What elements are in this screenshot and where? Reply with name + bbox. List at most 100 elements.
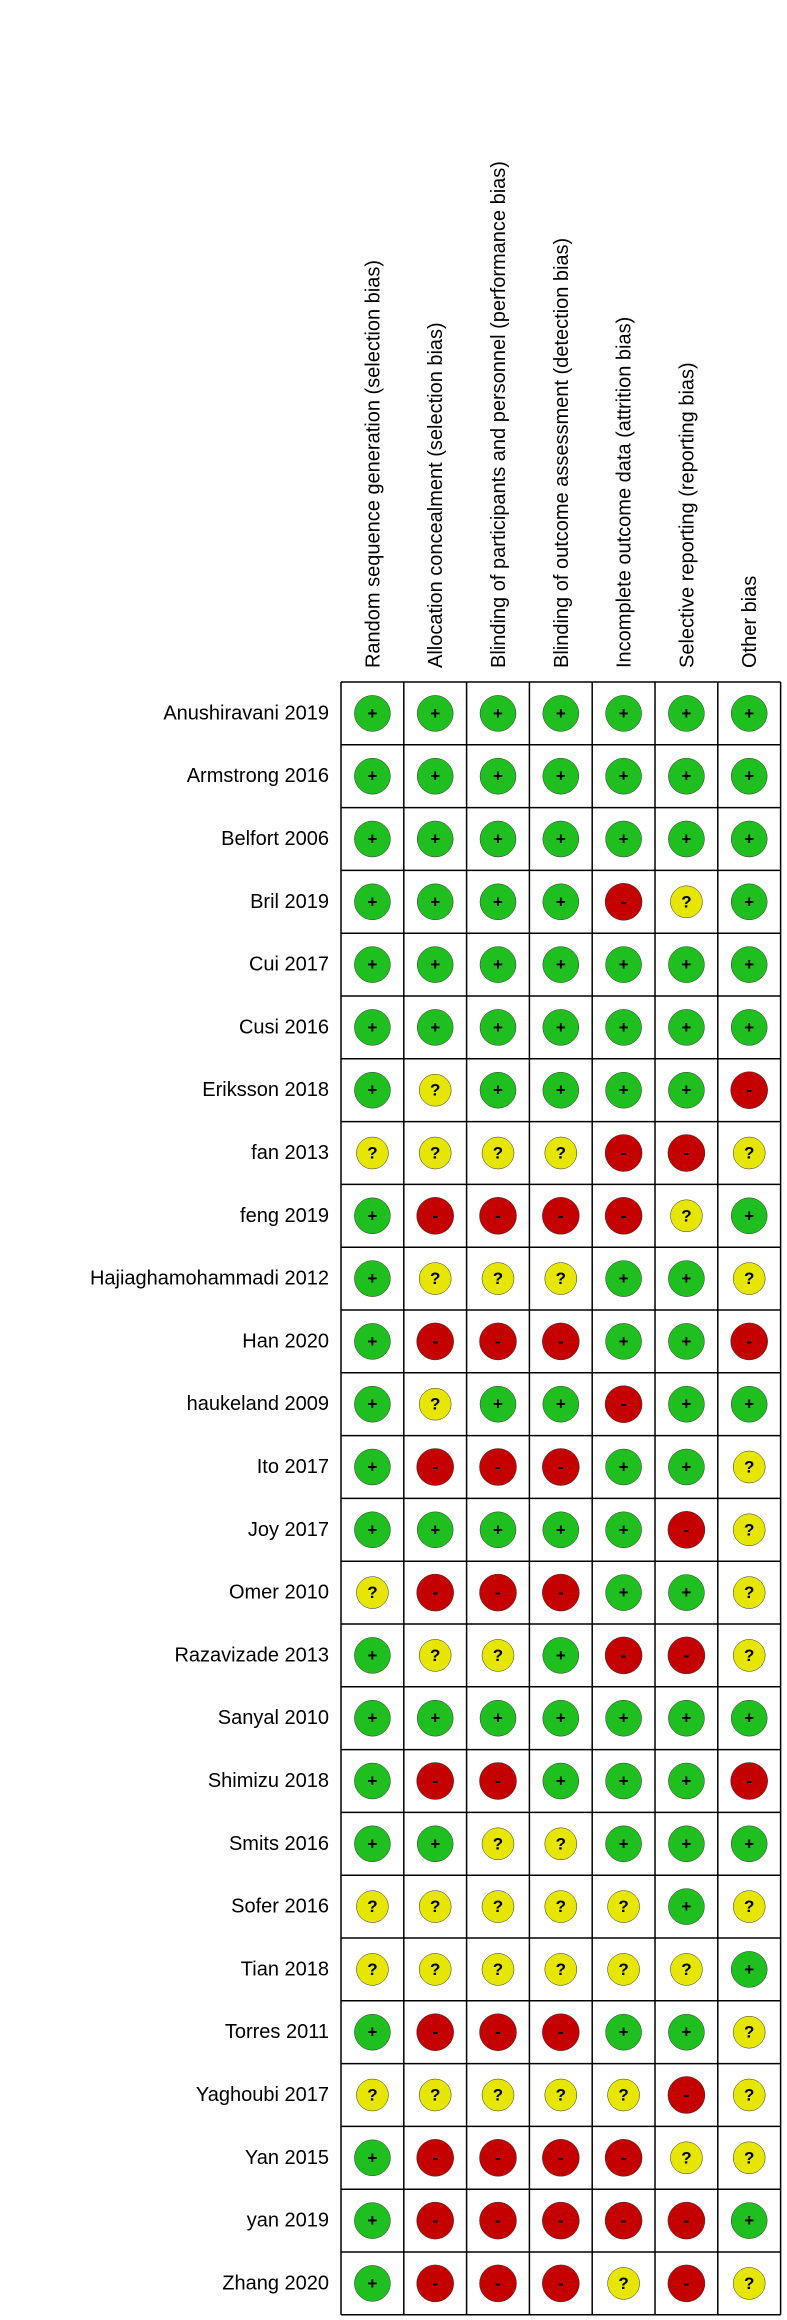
judgement-circle: [542, 883, 580, 921]
judgement-symbol: ?: [430, 1081, 440, 1100]
domain-label: Random sequence generation (selection bi…: [362, 260, 384, 668]
judgement-symbol: +: [619, 2023, 629, 2042]
judgement-symbol: +: [681, 1269, 691, 1288]
judgement-symbol: -: [432, 2274, 438, 2293]
judgement-symbol: +: [744, 955, 754, 974]
judgement-circle: [544, 2078, 578, 2112]
judgement-symbol: +: [556, 1646, 566, 1665]
judgement-circle: [605, 757, 642, 795]
judgement-circle: [354, 1699, 391, 1737]
judgement-symbol: +: [367, 2148, 377, 2167]
judgement-symbol: ?: [367, 1583, 377, 1602]
judgement-circle: [354, 1511, 391, 1549]
judgement-circle: [479, 1573, 517, 1612]
judgement-symbol: ?: [430, 1395, 440, 1414]
judgement-symbol: +: [681, 1081, 691, 1100]
judgement-symbol: ?: [618, 1897, 628, 1916]
judgement-symbol: ?: [367, 1144, 377, 1163]
judgement-circle: [542, 1762, 580, 1800]
judgement-symbol: -: [558, 2274, 564, 2293]
judgement-circle: [542, 1637, 580, 1674]
judgement-circle: [604, 1134, 643, 1172]
judgement-symbol: +: [367, 830, 377, 849]
judgement-symbol: ?: [556, 1144, 566, 1163]
judgement-circle: [479, 2264, 517, 2303]
judgement-circle: [668, 1574, 705, 1611]
study-name: Sanyal 2010: [218, 1707, 329, 1729]
judgement-symbol: +: [681, 704, 691, 723]
judgement-symbol: ?: [744, 1269, 754, 1288]
judgement-circle: [418, 2078, 452, 2112]
judgement-circle: [479, 1448, 517, 1486]
judgement-symbol: -: [495, 1206, 501, 1225]
judgement-circle: [354, 2202, 391, 2239]
judgement-circle: [481, 1639, 515, 1672]
judgement-circle: [604, 2139, 643, 2177]
judgement-symbol: +: [556, 1709, 566, 1728]
judgement-symbol: -: [495, 2274, 501, 2293]
judgement-circle: [479, 1322, 517, 1361]
judgement-symbol: +: [619, 1520, 629, 1539]
judgement-symbol: +: [619, 767, 629, 786]
judgement-symbol: +: [744, 1960, 754, 1979]
judgement-circle: [605, 1009, 642, 1046]
judgement-symbol: -: [746, 1081, 752, 1100]
judgement-circle: [416, 1699, 454, 1737]
judgement-symbol: +: [367, 1772, 377, 1791]
judgement-symbol: +: [493, 1520, 503, 1539]
judgement-circle: [730, 1071, 768, 1109]
judgement-symbol: +: [744, 830, 754, 849]
judgement-circle: [542, 820, 580, 858]
judgement-circle: [730, 883, 768, 921]
judgement-symbol: +: [430, 1834, 440, 1853]
judgement-symbol: -: [621, 1395, 627, 1414]
judgement-symbol: +: [367, 1520, 377, 1539]
judgement-symbol: -: [558, 1206, 564, 1225]
judgement-circle: [416, 2264, 454, 2303]
judgement-symbol: ?: [556, 2086, 566, 2105]
judgement-circle: [354, 1009, 391, 1046]
study-name: Joy 2017: [248, 1519, 329, 1541]
judgement-symbol: +: [556, 1520, 566, 1539]
judgement-symbol: +: [367, 704, 377, 723]
judgement-circle: [670, 2141, 703, 2175]
judgement-circle: [354, 1071, 391, 1109]
judgement-symbol: +: [681, 1395, 691, 1414]
judgement-symbol: +: [681, 1332, 691, 1351]
judgement-circle: [416, 2013, 454, 2051]
study-name: Cusi 2016: [239, 1016, 329, 1038]
judgement-circle: [668, 1385, 705, 1423]
judgement-circle: [354, 1448, 391, 1486]
judgement-symbol: -: [432, 2023, 438, 2042]
judgement-circle: [605, 946, 642, 983]
judgement-circle: [605, 1323, 642, 1360]
judgement-circle: [542, 946, 580, 983]
judgement-circle: [416, 883, 454, 921]
judgement-symbol: +: [367, 892, 377, 911]
judgement-circle: [479, 1197, 517, 1235]
judgement-symbol: ?: [493, 2086, 503, 2105]
judgement-symbol: +: [681, 830, 691, 849]
judgement-circle: [667, 1134, 706, 1172]
judgement-symbol: +: [493, 892, 503, 911]
judgement-circle: [354, 1637, 391, 1674]
judgement-circle: [668, 1888, 705, 1925]
judgement-circle: [481, 1953, 515, 1986]
judgement-symbol: -: [558, 2211, 564, 2230]
judgement-symbol: -: [558, 1458, 564, 1477]
judgement-symbol: +: [493, 1081, 503, 1100]
judgement-symbol: +: [430, 704, 440, 723]
judgement-symbol: ?: [493, 1269, 503, 1288]
judgement-circle: [416, 1197, 454, 1235]
judgement-symbol: -: [621, 892, 627, 911]
judgement-circle: [730, 1951, 768, 1988]
judgement-circle: [607, 2078, 640, 2112]
judgement-symbol: -: [495, 2148, 501, 2167]
judgement-symbol: ?: [556, 1960, 566, 1979]
judgement-circle: [668, 946, 705, 983]
judgement-circle: [732, 1576, 766, 1609]
judgement-circle: [416, 757, 454, 795]
study-name: Torres 2011: [225, 2021, 329, 2043]
judgement-symbol: ?: [681, 2148, 691, 2167]
judgement-circle: [730, 1699, 768, 1737]
